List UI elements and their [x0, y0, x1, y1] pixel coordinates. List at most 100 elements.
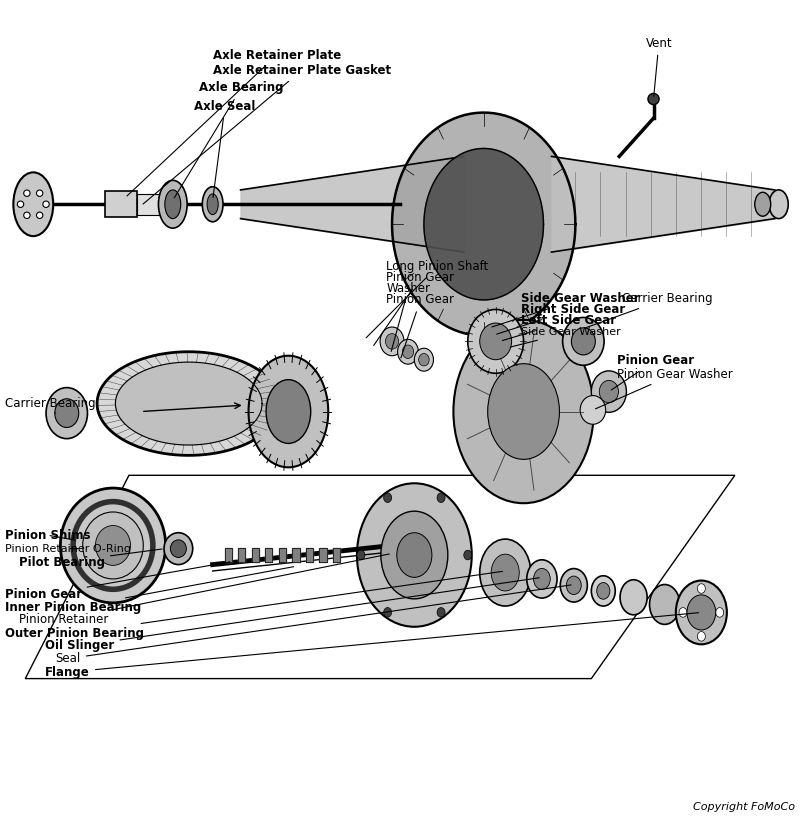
Text: Copyright FoMoCo: Copyright FoMoCo	[693, 802, 794, 812]
Ellipse shape	[24, 190, 30, 196]
Ellipse shape	[170, 539, 186, 557]
Ellipse shape	[402, 345, 414, 358]
Polygon shape	[306, 548, 313, 562]
Ellipse shape	[591, 371, 626, 412]
Ellipse shape	[43, 201, 50, 207]
Ellipse shape	[526, 560, 557, 598]
Text: Inner Pinion Bearing: Inner Pinion Bearing	[5, 566, 294, 614]
Ellipse shape	[648, 93, 659, 105]
Text: Pinion Gear: Pinion Gear	[5, 562, 230, 602]
Polygon shape	[252, 548, 259, 562]
Ellipse shape	[560, 569, 587, 602]
Text: Flange: Flange	[46, 612, 698, 679]
Ellipse shape	[386, 334, 398, 349]
Ellipse shape	[437, 607, 445, 618]
Ellipse shape	[591, 576, 615, 606]
Polygon shape	[424, 149, 543, 300]
Text: Long Pinion Shaft: Long Pinion Shaft	[366, 260, 489, 338]
Ellipse shape	[676, 581, 727, 644]
Ellipse shape	[202, 187, 223, 221]
Text: Pinion Gear: Pinion Gear	[611, 354, 694, 390]
Ellipse shape	[37, 212, 43, 218]
Ellipse shape	[60, 488, 166, 603]
Text: Vent: Vent	[646, 37, 672, 96]
Ellipse shape	[18, 201, 24, 207]
Ellipse shape	[384, 493, 392, 503]
Ellipse shape	[82, 512, 143, 579]
Polygon shape	[115, 362, 262, 445]
Text: Pinion Retainer: Pinion Retainer	[19, 554, 390, 626]
Ellipse shape	[418, 353, 429, 366]
Ellipse shape	[650, 585, 680, 624]
Polygon shape	[333, 548, 340, 562]
Text: Axle Retainer Plate: Axle Retainer Plate	[127, 49, 341, 196]
Ellipse shape	[698, 584, 706, 593]
Polygon shape	[319, 548, 326, 562]
Text: Side Gear Washer: Side Gear Washer	[510, 327, 621, 347]
Ellipse shape	[266, 379, 310, 444]
Polygon shape	[97, 352, 281, 456]
Text: Carrier Bearing: Carrier Bearing	[586, 292, 712, 328]
Ellipse shape	[454, 320, 594, 503]
Ellipse shape	[207, 194, 218, 215]
Ellipse shape	[380, 327, 404, 356]
Ellipse shape	[480, 539, 530, 606]
Ellipse shape	[397, 533, 432, 577]
Text: Axle Bearing: Axle Bearing	[174, 81, 284, 198]
Ellipse shape	[480, 323, 512, 360]
Ellipse shape	[769, 190, 788, 219]
Ellipse shape	[468, 310, 523, 373]
Ellipse shape	[698, 632, 706, 641]
Text: Carrier Bearing: Carrier Bearing	[5, 397, 95, 413]
Text: Pilot Bearing: Pilot Bearing	[19, 549, 162, 569]
Text: Pinion Gear: Pinion Gear	[386, 294, 454, 358]
Text: Pinion Gear: Pinion Gear	[374, 271, 454, 346]
Text: Seal: Seal	[55, 585, 571, 665]
Polygon shape	[26, 476, 735, 679]
Ellipse shape	[562, 317, 604, 365]
Ellipse shape	[491, 554, 519, 591]
Text: Axle Seal: Axle Seal	[194, 100, 256, 197]
Ellipse shape	[437, 493, 445, 503]
Ellipse shape	[580, 395, 606, 425]
Text: Pinion Retainer O-Ring: Pinion Retainer O-Ring	[5, 544, 130, 554]
Text: Pinion Shims: Pinion Shims	[5, 529, 90, 542]
Ellipse shape	[464, 550, 472, 560]
Polygon shape	[225, 548, 232, 562]
Ellipse shape	[357, 483, 472, 627]
Bar	[105, 191, 137, 217]
Ellipse shape	[24, 212, 30, 218]
Ellipse shape	[754, 192, 770, 216]
Ellipse shape	[46, 388, 87, 439]
Text: Pinion Gear Washer: Pinion Gear Washer	[595, 367, 733, 409]
Ellipse shape	[381, 511, 448, 599]
Polygon shape	[279, 548, 286, 562]
Ellipse shape	[249, 356, 328, 467]
Text: Right Side Gear: Right Side Gear	[497, 303, 626, 334]
Ellipse shape	[599, 380, 618, 403]
Ellipse shape	[164, 533, 193, 565]
Ellipse shape	[398, 339, 418, 364]
Text: Left Side Gear: Left Side Gear	[502, 314, 616, 341]
Text: Axle Retainer Plate Gasket: Axle Retainer Plate Gasket	[143, 64, 390, 204]
Polygon shape	[266, 548, 273, 562]
Polygon shape	[392, 112, 575, 336]
Text: Side Gear Washer: Side Gear Washer	[492, 292, 640, 327]
Ellipse shape	[597, 582, 610, 599]
Ellipse shape	[158, 180, 187, 228]
Ellipse shape	[95, 525, 130, 565]
Ellipse shape	[14, 172, 54, 236]
Polygon shape	[292, 548, 299, 562]
Ellipse shape	[55, 399, 78, 428]
Ellipse shape	[679, 607, 687, 618]
Ellipse shape	[165, 190, 181, 219]
Ellipse shape	[414, 348, 434, 371]
Ellipse shape	[534, 568, 550, 590]
Ellipse shape	[566, 576, 582, 595]
Text: Outer Pinion Bearing: Outer Pinion Bearing	[5, 571, 502, 639]
Ellipse shape	[620, 580, 647, 615]
Text: Washer: Washer	[386, 282, 430, 352]
Ellipse shape	[37, 190, 43, 196]
Ellipse shape	[716, 607, 724, 618]
Ellipse shape	[687, 595, 716, 630]
